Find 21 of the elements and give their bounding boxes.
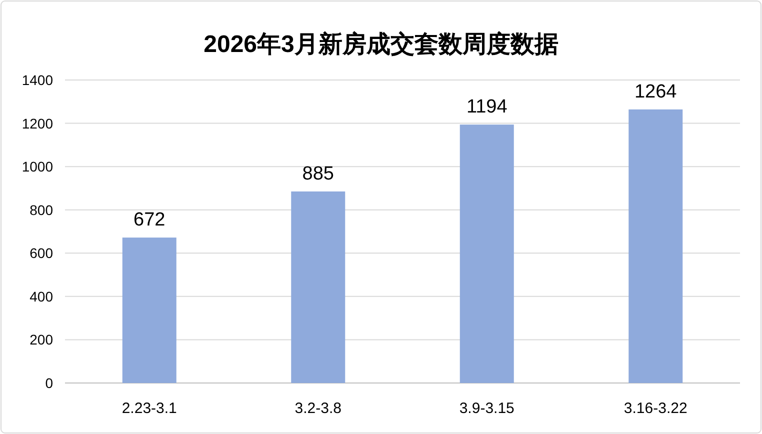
y-tick-label: 600 — [30, 245, 54, 262]
chart-title: 2026年3月新房成交套数周度数据 — [204, 31, 558, 58]
y-tick-label: 200 — [30, 332, 54, 348]
y-tick-label: 800 — [30, 202, 54, 218]
x-tick-label: 3.9-3.15 — [459, 400, 514, 417]
x-tick-label: 2.23-3.1 — [122, 400, 177, 417]
y-tick-label: 1200 — [22, 115, 54, 132]
y-tick-label: 0 — [45, 375, 54, 391]
bar — [460, 124, 514, 383]
data-label: 672 — [134, 210, 166, 231]
data-label: 1194 — [466, 96, 508, 118]
data-label: 1264 — [634, 81, 678, 102]
data-label: 885 — [302, 163, 334, 184]
bar — [122, 238, 176, 383]
x-tick-label: 3.2-3.8 — [294, 400, 342, 417]
y-tick-label: 400 — [30, 288, 54, 304]
bar — [291, 191, 346, 383]
x-tick-label: 3.16-3.22 — [624, 400, 688, 417]
y-tick-label: 1400 — [22, 72, 54, 88]
bar — [628, 109, 683, 383]
y-tick-label: 1000 — [22, 158, 54, 175]
